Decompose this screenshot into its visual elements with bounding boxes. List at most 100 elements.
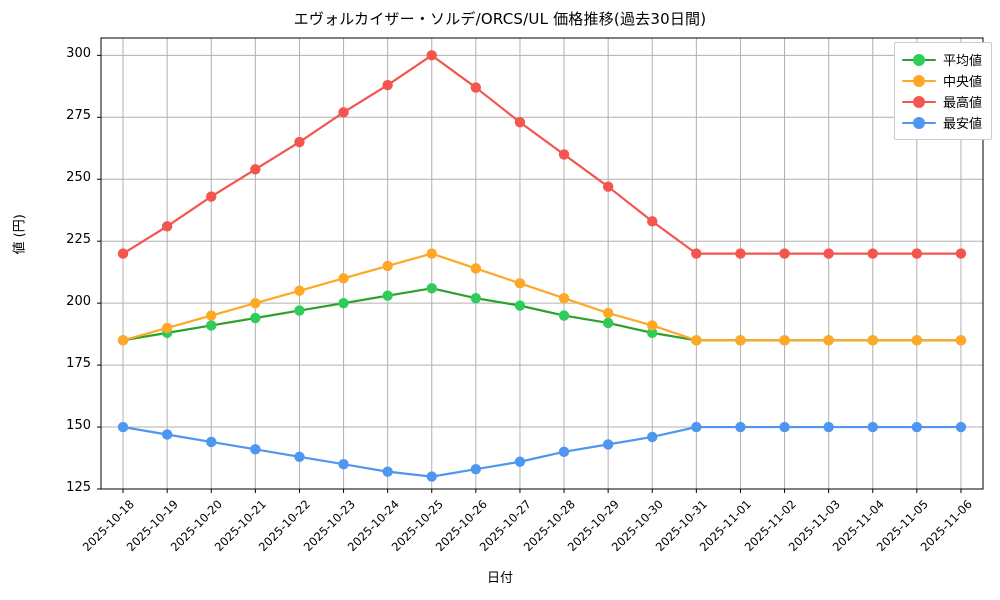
data-point <box>911 421 923 433</box>
data-point <box>250 297 261 309</box>
y-tick-label: 150 <box>66 418 91 434</box>
data-point <box>294 305 305 316</box>
data-point <box>955 248 967 259</box>
data-point <box>161 221 173 232</box>
legend-marker-icon <box>901 116 936 130</box>
data-point <box>426 248 437 259</box>
series-line-3 <box>121 425 963 478</box>
data-point <box>382 260 393 272</box>
data-point <box>250 444 261 455</box>
legend-marker-icon <box>901 53 936 67</box>
data-point <box>514 278 526 289</box>
data-point <box>647 320 658 331</box>
data-point <box>470 292 482 304</box>
data-point <box>558 310 570 321</box>
gridlines <box>97 38 983 493</box>
data-point <box>735 421 746 433</box>
plot-frame <box>100 37 984 490</box>
y-tick-label: 200 <box>66 294 91 310</box>
y-tick-label: 225 <box>66 232 91 248</box>
series-line-2 <box>121 54 963 255</box>
data-point <box>117 335 129 346</box>
data-point <box>558 446 570 458</box>
data-point <box>426 50 437 61</box>
data-point <box>338 459 349 470</box>
legend-marker-icon <box>901 95 936 109</box>
data-point <box>470 263 482 274</box>
data-point <box>647 327 658 339</box>
data-point <box>514 456 526 467</box>
data-point <box>823 421 834 433</box>
legend-item-3[interactable]: 最安値 <box>901 112 982 133</box>
data-point <box>117 248 129 259</box>
data-point <box>735 335 746 346</box>
data-point <box>691 421 702 433</box>
series-line-1 <box>121 252 963 342</box>
legend-marker-icon <box>901 74 936 88</box>
data-point <box>161 322 173 334</box>
data-point <box>250 312 261 324</box>
data-point <box>161 429 173 440</box>
data-point <box>514 117 526 128</box>
y-tick-label: 250 <box>66 170 91 186</box>
data-point <box>206 436 217 448</box>
data-point <box>823 335 834 346</box>
y-tick-label: 125 <box>66 480 91 495</box>
data-point <box>602 439 614 450</box>
legend-item-0[interactable]: 平均値 <box>901 49 982 70</box>
data-point <box>955 421 967 433</box>
data-point <box>206 191 217 202</box>
data-point <box>294 136 305 148</box>
data-point <box>558 149 570 160</box>
chart-legend: 平均値中央値最高値最安値 <box>893 42 992 140</box>
data-point <box>470 82 482 93</box>
data-point <box>779 335 790 346</box>
legend-label: 平均値 <box>942 54 982 69</box>
data-point <box>250 164 261 175</box>
legend-item-1[interactable]: 中央値 <box>901 70 982 91</box>
data-point <box>955 335 967 346</box>
data-point <box>779 248 790 259</box>
series-line-0 <box>121 287 963 342</box>
data-point <box>338 273 349 284</box>
data-point <box>294 451 305 462</box>
data-point <box>823 248 834 259</box>
data-point <box>867 421 878 433</box>
data-point <box>426 283 437 294</box>
data-point <box>602 317 614 329</box>
x-axis-label: 日付 <box>486 571 513 586</box>
data-point <box>691 335 702 346</box>
data-point <box>117 421 129 433</box>
legend-item-2[interactable]: 最高値 <box>901 91 982 112</box>
data-point <box>206 320 217 331</box>
data-point <box>647 216 658 227</box>
data-point <box>382 466 393 477</box>
data-point <box>294 285 305 296</box>
data-point <box>382 290 393 301</box>
legend-label: 最安値 <box>942 117 982 132</box>
y-tick-label: 175 <box>66 356 91 372</box>
data-point <box>867 248 878 259</box>
data-point <box>779 421 790 433</box>
data-point <box>470 463 482 475</box>
legend-label: 中央値 <box>942 75 982 90</box>
data-point <box>911 335 923 346</box>
data-point <box>426 471 437 482</box>
chart-title: エヴォルカイザー・ソルデ/ORCS/UL 価格推移(過去30日間) <box>293 10 707 28</box>
y-tick-label: 275 <box>66 108 91 124</box>
data-point <box>514 300 526 311</box>
data-series-layer <box>117 50 967 482</box>
data-point <box>911 248 923 259</box>
data-point <box>867 335 878 346</box>
data-point <box>338 297 349 309</box>
data-point <box>735 248 746 259</box>
data-point <box>338 107 349 118</box>
data-point <box>558 292 570 304</box>
data-point <box>602 307 614 319</box>
data-point <box>647 431 658 443</box>
data-point <box>206 310 217 321</box>
y-tick-label: 300 <box>66 46 91 62</box>
legend-label: 最高値 <box>942 96 982 111</box>
